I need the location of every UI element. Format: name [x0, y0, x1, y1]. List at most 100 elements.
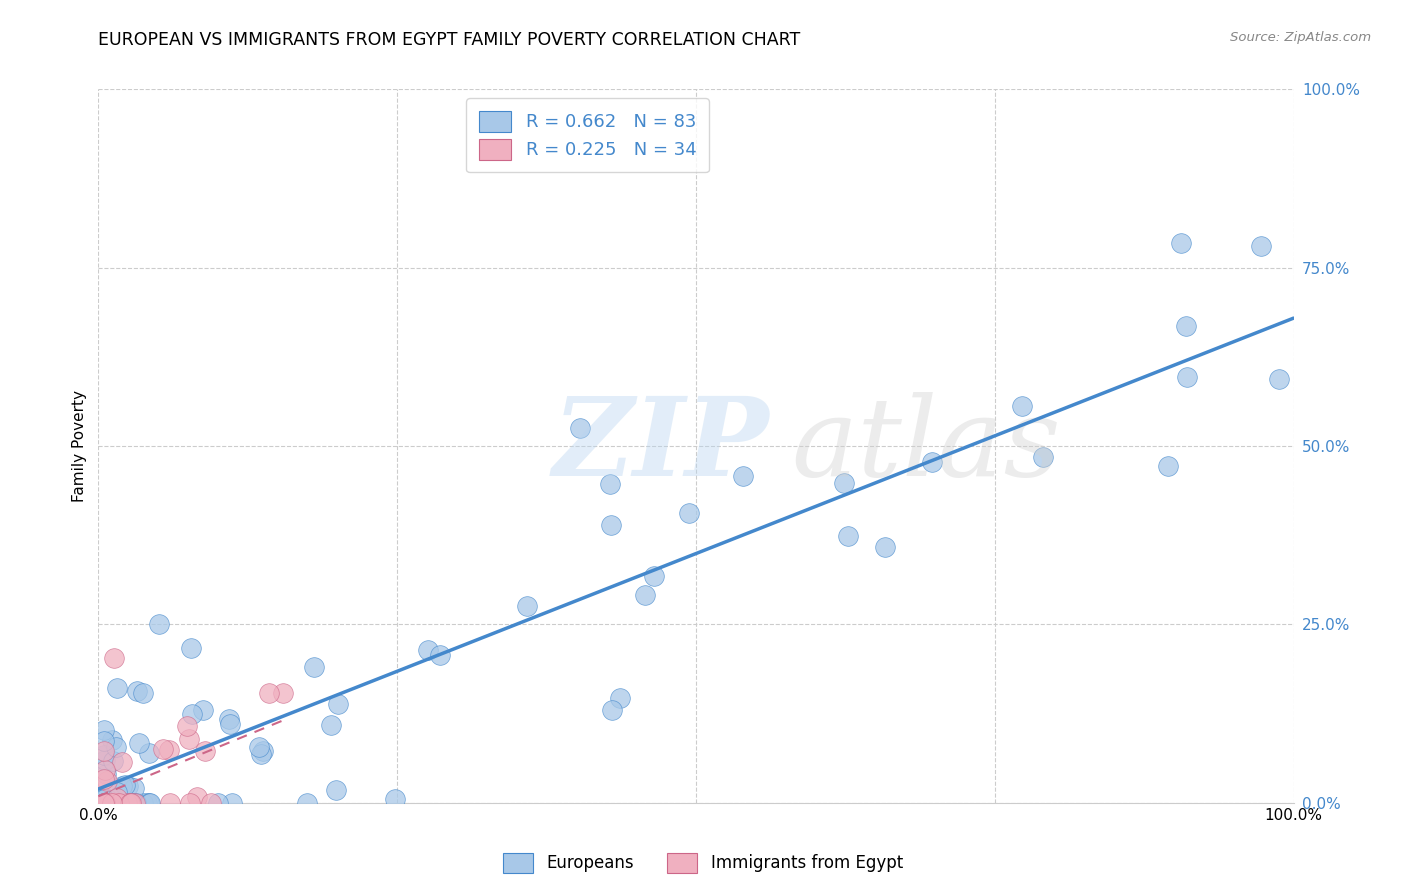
- Point: [634, 588, 657, 602]
- Legend: R = 0.662   N = 83, R = 0.225   N = 34: R = 0.662 N = 83, R = 0.225 N = 34: [465, 98, 709, 172]
- Point: [105, 681, 128, 696]
- Point: [159, 796, 181, 810]
- Point: [114, 778, 136, 792]
- Point: [176, 719, 198, 733]
- Point: [219, 717, 242, 731]
- Point: [271, 686, 294, 700]
- Point: [120, 796, 142, 810]
- Text: atlas: atlas: [792, 392, 1062, 500]
- Point: [138, 746, 160, 760]
- Point: [94, 796, 117, 810]
- Point: [1011, 400, 1033, 414]
- Point: [101, 796, 124, 810]
- Point: [218, 712, 240, 726]
- Text: ZIP: ZIP: [553, 392, 769, 500]
- Point: [328, 697, 350, 711]
- Point: [94, 753, 117, 767]
- Point: [115, 796, 138, 810]
- Point: [124, 796, 146, 810]
- Point: [103, 651, 125, 665]
- Point: [247, 740, 270, 755]
- Point: [93, 796, 115, 810]
- Point: [132, 686, 155, 700]
- Point: [252, 744, 274, 758]
- Point: [128, 736, 150, 750]
- Point: [93, 796, 115, 810]
- Point: [111, 755, 134, 769]
- Point: [180, 640, 202, 655]
- Point: [1250, 239, 1272, 253]
- Point: [117, 779, 139, 793]
- Point: [94, 796, 117, 810]
- Point: [136, 796, 159, 810]
- Point: [93, 796, 115, 810]
- Point: [93, 796, 115, 810]
- Text: Source: ZipAtlas.com: Source: ZipAtlas.com: [1230, 31, 1371, 45]
- Point: [93, 723, 115, 738]
- Point: [643, 568, 665, 582]
- Point: [181, 706, 204, 721]
- Point: [177, 732, 200, 747]
- Point: [122, 781, 145, 796]
- Point: [93, 733, 115, 747]
- Point: [105, 740, 128, 755]
- Point: [111, 779, 134, 793]
- Point: [138, 796, 160, 810]
- Point: [93, 792, 115, 806]
- Point: [101, 732, 124, 747]
- Point: [325, 782, 347, 797]
- Point: [569, 421, 592, 435]
- Point: [207, 796, 229, 810]
- Point: [93, 796, 115, 810]
- Point: [105, 796, 128, 810]
- Point: [1175, 370, 1198, 384]
- Point: [93, 796, 115, 810]
- Point: [120, 796, 142, 810]
- Point: [108, 796, 131, 810]
- Point: [94, 767, 117, 781]
- Point: [921, 454, 943, 468]
- Point: [1267, 372, 1289, 386]
- Point: [101, 796, 124, 810]
- Point: [731, 468, 754, 483]
- Point: [93, 796, 115, 810]
- Point: [93, 790, 115, 805]
- Point: [678, 506, 700, 520]
- Point: [93, 796, 115, 810]
- Point: [600, 703, 623, 717]
- Point: [96, 796, 118, 810]
- Point: [118, 796, 141, 810]
- Y-axis label: Family Poverty: Family Poverty: [72, 390, 87, 502]
- Text: EUROPEAN VS IMMIGRANTS FROM EGYPT FAMILY POVERTY CORRELATION CHART: EUROPEAN VS IMMIGRANTS FROM EGYPT FAMILY…: [98, 31, 800, 49]
- Point: [516, 599, 538, 613]
- Point: [101, 796, 124, 810]
- Point: [875, 541, 897, 555]
- Point: [93, 743, 115, 757]
- Point: [249, 747, 271, 761]
- Point: [194, 744, 217, 758]
- Point: [295, 796, 318, 810]
- Point: [93, 763, 115, 777]
- Point: [384, 792, 406, 806]
- Point: [832, 476, 855, 491]
- Point: [157, 743, 180, 757]
- Point: [1157, 458, 1180, 473]
- Point: [132, 796, 155, 810]
- Point: [1175, 318, 1198, 333]
- Point: [108, 796, 131, 810]
- Point: [148, 617, 170, 632]
- Point: [96, 791, 118, 805]
- Point: [101, 796, 124, 810]
- Point: [107, 785, 129, 799]
- Point: [121, 796, 143, 810]
- Point: [107, 796, 129, 810]
- Point: [259, 686, 281, 700]
- Point: [93, 772, 115, 786]
- Point: [93, 747, 115, 762]
- Point: [105, 791, 128, 805]
- Point: [93, 796, 115, 810]
- Legend: Europeans, Immigrants from Egypt: Europeans, Immigrants from Egypt: [496, 847, 910, 880]
- Point: [221, 796, 243, 810]
- Point: [191, 703, 214, 717]
- Point: [429, 648, 451, 662]
